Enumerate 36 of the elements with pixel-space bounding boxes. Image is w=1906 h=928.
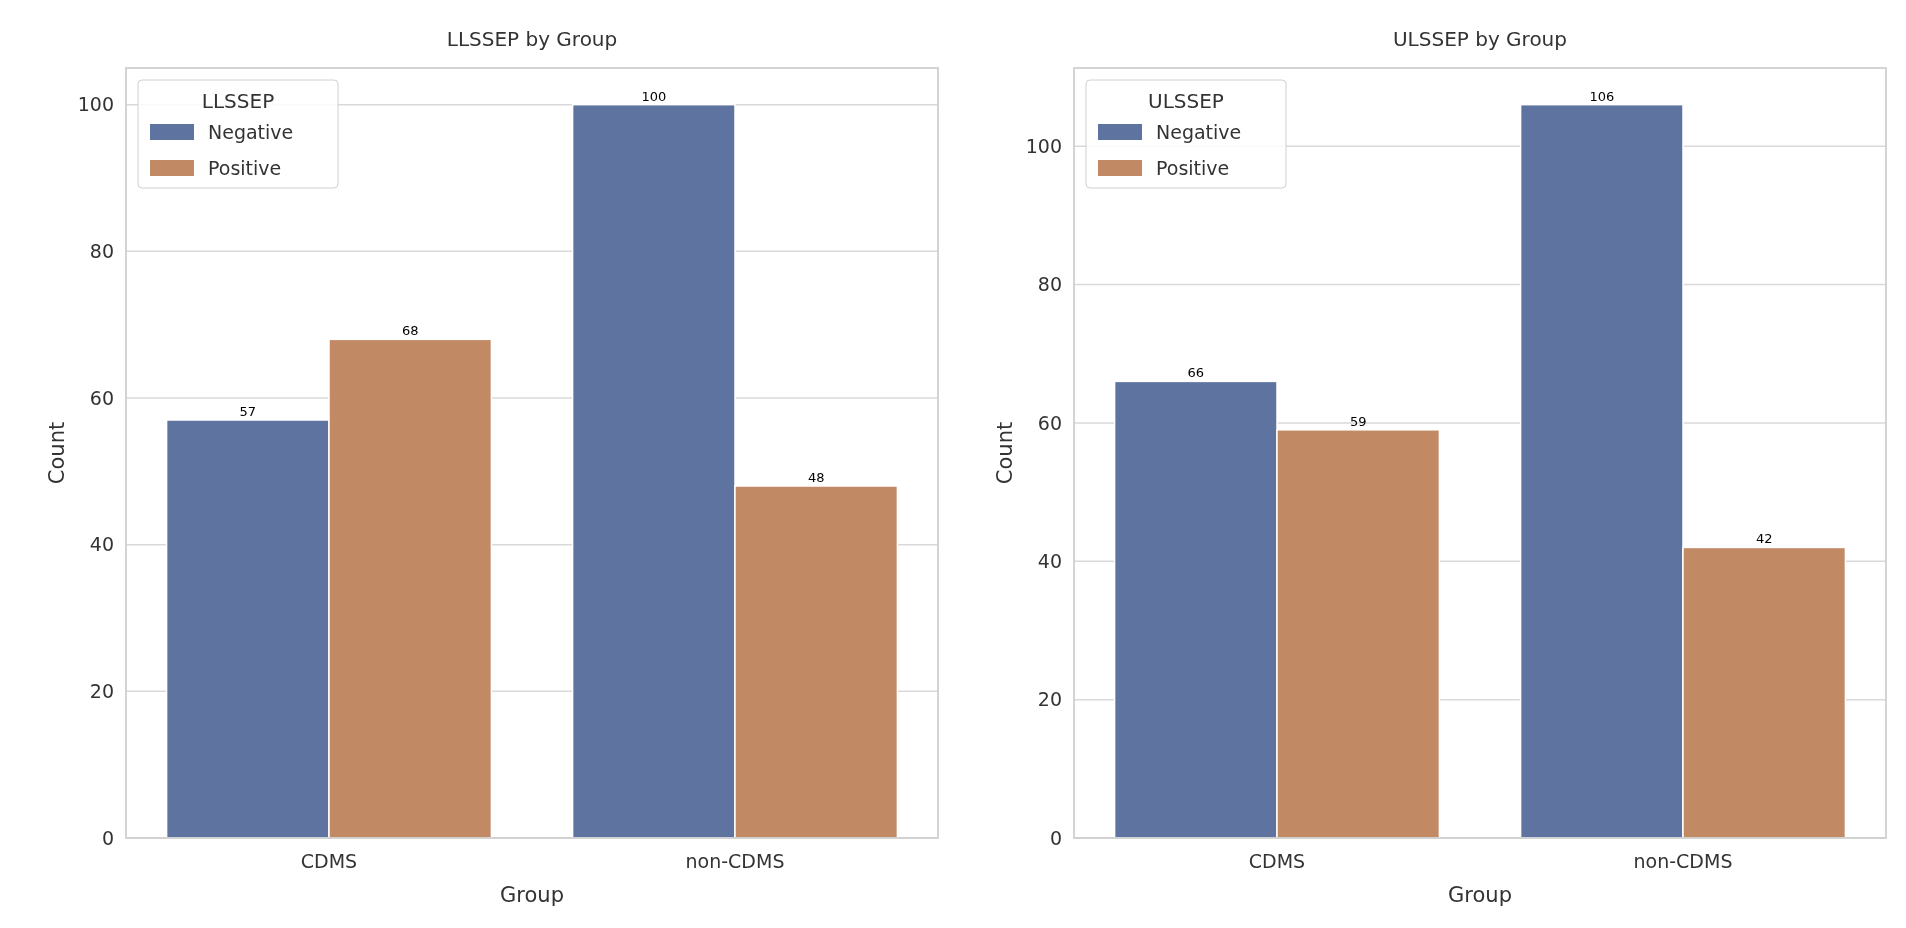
y-tick-label: 0 (101, 826, 114, 849)
x-tick-label: non-CDMS (685, 850, 785, 872)
y-tick-label: 60 (1037, 411, 1062, 434)
data-label: 42 (1755, 531, 1773, 547)
y-tick-label: 40 (1037, 549, 1062, 572)
data-label: 66 (1187, 365, 1205, 381)
legend-title: ULSSEP (1148, 89, 1224, 113)
legend-label: Positive (1156, 156, 1230, 179)
data-label: 100 (641, 88, 667, 104)
x-tick-label: non-CDMS (1633, 850, 1733, 872)
legend-label: Positive (208, 156, 282, 179)
y-axis-title: Count (993, 421, 1017, 485)
y-tick-label: 20 (89, 679, 114, 702)
chart-title: LLSSEP by Group (446, 27, 618, 51)
y-axis-title: Count (45, 421, 69, 485)
y-tick-label: 80 (1037, 273, 1062, 296)
y-tick-label: 100 (1025, 134, 1062, 157)
x-axis-title: Group (1448, 883, 1512, 907)
x-tick-label: CDMS (300, 850, 358, 872)
data-label: 68 (401, 323, 419, 339)
data-label: 59 (1349, 413, 1367, 429)
x-axis-title: Group (500, 883, 564, 907)
legend-title: LLSSEP (201, 89, 275, 113)
y-tick-label: 60 (89, 386, 114, 409)
chart-title: ULSSEP by Group (1392, 27, 1568, 51)
legend-label: Negative (1156, 120, 1242, 143)
data-label: 106 (1589, 88, 1615, 104)
x-tick-label: CDMS (1248, 850, 1306, 872)
legend-label: Negative (208, 120, 294, 143)
y-tick-label: 80 (89, 239, 114, 262)
data-label: 48 (807, 470, 825, 485)
y-tick-label: 0 (1049, 826, 1062, 849)
y-tick-label: 20 (1037, 688, 1062, 711)
y-tick-label: 40 (89, 533, 114, 556)
data-label: 57 (239, 404, 257, 419)
y-tick-label: 100 (77, 93, 114, 116)
